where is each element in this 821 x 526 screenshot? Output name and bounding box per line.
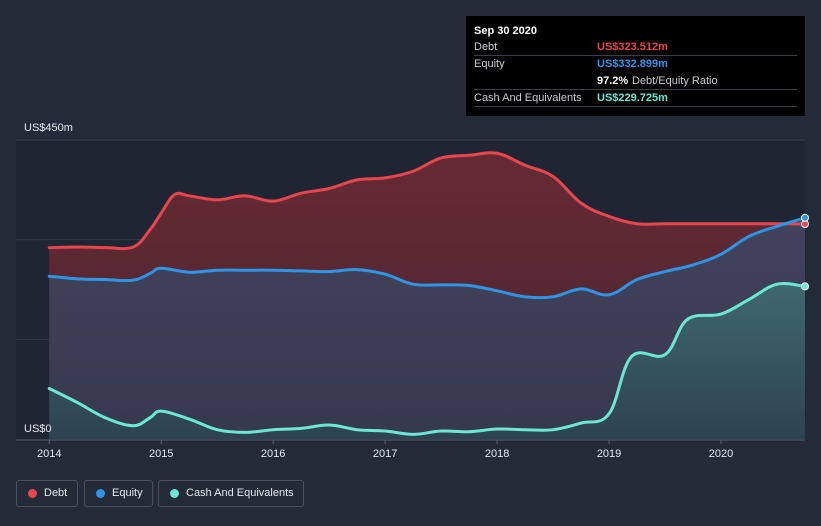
tooltip-divider bbox=[474, 106, 797, 107]
tooltip-date: Sep 30 2020 bbox=[474, 25, 537, 37]
cash-and-equivalents-line bbox=[47, 281, 807, 436]
equity-area bbox=[49, 217, 805, 439]
series-end-markers bbox=[801, 213, 809, 291]
legend-cash-label: Cash And Equivalents bbox=[186, 487, 294, 499]
tooltip-equity-value: US$332.899m bbox=[597, 58, 668, 70]
x-tick-label: 2015 bbox=[149, 448, 173, 460]
cash-dot-icon bbox=[170, 489, 179, 498]
x-tick-label: 2014 bbox=[37, 448, 61, 460]
legend-equity-button[interactable]: Equity bbox=[84, 480, 153, 507]
tooltip-debt-label: Debt bbox=[474, 41, 498, 53]
x-tick-label: 2017 bbox=[373, 448, 397, 460]
tooltip-equity-label: Equity bbox=[474, 58, 505, 70]
legend-cash-button[interactable]: Cash And Equivalents bbox=[158, 480, 304, 507]
legend-debt-button[interactable]: Debt bbox=[16, 480, 78, 507]
equity-dot-icon bbox=[96, 489, 105, 498]
tooltip-ratio-label: Debt/Equity Ratio bbox=[632, 75, 718, 87]
legend-equity-label: Equity bbox=[112, 487, 143, 499]
y-axis-ticks: US$450m US$0 bbox=[24, 122, 73, 435]
tooltip-panel: Sep 30 2020 Debt US$323.512m Equity US$3… bbox=[466, 16, 805, 116]
x-tick-label: 2016 bbox=[261, 448, 285, 460]
equity-end-marker bbox=[801, 213, 809, 222]
debt-line bbox=[47, 151, 807, 251]
y-tick-label: US$0 bbox=[24, 423, 52, 435]
x-axis-ticks: 2014 2015 2016 2017 2018 2019 2020 bbox=[37, 440, 733, 460]
tooltip-cash-label: Cash And Equivalents bbox=[474, 92, 582, 104]
x-tick-label: 2019 bbox=[597, 448, 621, 460]
x-tick-label: 2018 bbox=[485, 448, 509, 460]
tooltip-debt-value: US$323.512m bbox=[597, 41, 668, 53]
cash-and-equivalents-end-marker bbox=[801, 282, 809, 291]
tooltip-divider bbox=[474, 55, 797, 56]
tooltip-cash-value: US$229.725m bbox=[597, 92, 668, 104]
y-tick-label: US$450m bbox=[24, 122, 73, 134]
debt-dot-icon bbox=[28, 489, 37, 498]
tooltip-divider bbox=[474, 89, 797, 90]
series-lines bbox=[47, 151, 807, 436]
equity-line bbox=[47, 216, 807, 300]
legend-debt-label: Debt bbox=[44, 487, 68, 499]
tooltip-ratio-value: 97.2% bbox=[597, 75, 629, 87]
x-tick-label: 2020 bbox=[709, 448, 733, 460]
